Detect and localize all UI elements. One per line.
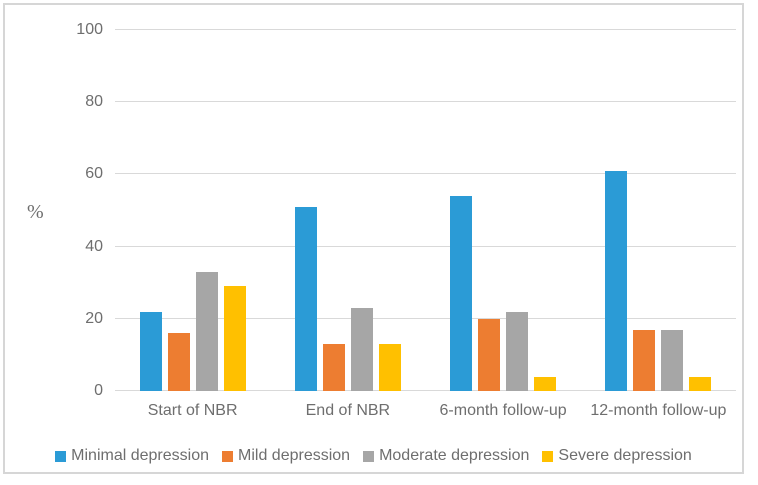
legend-item-mild-depression: Mild depression bbox=[222, 447, 350, 465]
legend: Minimal depression Mild depression Moderat… bbox=[5, 446, 742, 466]
bar-moderate-depression bbox=[350, 307, 373, 391]
bar-moderate-depression bbox=[195, 271, 218, 391]
bar-group-start-of-nbr bbox=[115, 30, 270, 391]
bar-severe-depression bbox=[689, 376, 712, 391]
x-axis-label-12-month-follow-up: 12-month follow-up bbox=[590, 402, 727, 419]
bar-moderate-depression bbox=[661, 329, 684, 391]
bar-group-end-of-nbr bbox=[270, 30, 425, 391]
x-axis-label-start-of-nbr: Start of NBR bbox=[147, 402, 238, 419]
x-axis-label-6-month-follow-up: 6-month follow-up bbox=[439, 402, 567, 419]
gridline-80 bbox=[115, 101, 736, 103]
chart-frame: % 0 20 40 60 80 100 Start of NBR End of NBR 6-m… bbox=[3, 3, 744, 474]
gridline-60 bbox=[115, 173, 736, 175]
bar-minimal-depression bbox=[294, 206, 317, 391]
gridline-40 bbox=[115, 245, 736, 247]
bar-severe-depression bbox=[534, 376, 557, 391]
y-axis-tick-label: 40 bbox=[85, 237, 103, 255]
bars-layer bbox=[115, 30, 736, 391]
legend-swatch-icon bbox=[55, 450, 67, 462]
y-axis-tick-label: 100 bbox=[76, 21, 103, 38]
bar-moderate-depression bbox=[506, 311, 529, 391]
gridline-0 bbox=[115, 390, 736, 391]
legend-label: Severe depression bbox=[558, 447, 692, 464]
y-axis-tick-label: 20 bbox=[85, 309, 103, 327]
bar-minimal-depression bbox=[450, 196, 473, 391]
bar-mild-depression bbox=[322, 344, 345, 391]
legend-label: Mild depression bbox=[238, 447, 351, 464]
y-axis-tick-label: 80 bbox=[85, 93, 103, 111]
bar-group-6-month-follow-up bbox=[426, 30, 581, 391]
x-axis-labels: Start of NBR End of NBR 6-month follow-up 1… bbox=[115, 402, 736, 420]
legend-item-minimal-depression: Minimal depression bbox=[55, 447, 209, 465]
legend-swatch-icon bbox=[222, 450, 234, 462]
y-axis-title: % bbox=[27, 201, 44, 223]
legend-item-moderate-depression: Moderate depression bbox=[363, 447, 529, 465]
legend-item-severe-depression: Severe depression bbox=[542, 447, 692, 465]
gridline-20 bbox=[115, 317, 736, 319]
x-axis-label-end-of-nbr: End of NBR bbox=[305, 402, 391, 419]
bar-mild-depression bbox=[633, 329, 656, 391]
y-axis-tick-label: 60 bbox=[85, 165, 103, 183]
y-axis-tick-labels: 0 20 40 60 80 100 bbox=[45, 21, 103, 399]
bar-minimal-depression bbox=[605, 170, 628, 391]
bar-severe-depression bbox=[378, 344, 401, 391]
y-axis-tick-label: 0 bbox=[94, 382, 103, 399]
legend-label: Minimal depression bbox=[71, 447, 210, 464]
legend-label: Moderate depression bbox=[379, 447, 530, 464]
legend-swatch-icon bbox=[363, 450, 375, 462]
bar-group-12-month-follow-up bbox=[581, 30, 736, 391]
plot-area bbox=[115, 29, 736, 391]
bar-severe-depression bbox=[223, 286, 246, 391]
gridline-100 bbox=[115, 29, 736, 30]
bar-minimal-depression bbox=[139, 311, 162, 391]
bar-mild-depression bbox=[167, 333, 190, 391]
legend-swatch-icon bbox=[542, 450, 554, 462]
bar-mild-depression bbox=[478, 318, 501, 391]
